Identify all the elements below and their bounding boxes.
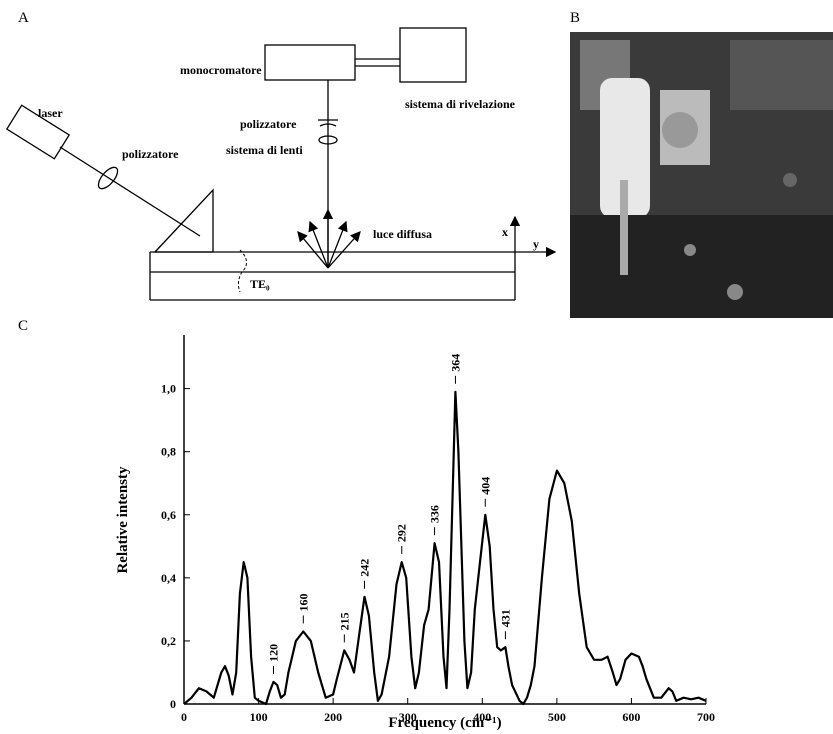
x-tick-label: 100: [250, 710, 268, 724]
diagram-label: sistema di lenti: [226, 143, 303, 157]
panel-label: A: [18, 10, 29, 26]
peak-label: 336: [428, 505, 442, 523]
panel-label: B: [570, 10, 580, 26]
setup-diagram: laser polizzatore monocromatore sistema …: [5, 27, 557, 301]
diagram-label: y: [533, 237, 539, 251]
diagram-label: TE₀: [250, 277, 270, 291]
y-tick-label: 0: [170, 697, 176, 711]
peak-label: 215: [337, 612, 351, 630]
x-tick-label: 600: [622, 710, 640, 724]
polarizer: [97, 166, 119, 190]
peak-label: 292: [395, 524, 409, 542]
prism: [153, 188, 214, 253]
peak-label: 404: [478, 477, 492, 495]
y-tick-label: 0,2: [161, 634, 176, 648]
diagram-label: polizzatore: [122, 147, 179, 161]
y-tick-label: 0,6: [161, 508, 176, 522]
diagram-label: monocromatore: [180, 63, 262, 77]
peak-label: 160: [296, 593, 310, 611]
y-tick-label: 1,0: [161, 382, 176, 396]
diagram-label: polizzatore: [240, 117, 297, 131]
x-tick-label: 0: [181, 710, 187, 724]
y-tick-label: 0,4: [161, 571, 176, 585]
photo: [570, 32, 833, 318]
y-tick-label: 0,8: [161, 445, 176, 459]
x-tick-label: 500: [548, 710, 566, 724]
x-tick-label: 200: [324, 710, 342, 724]
y-axis-title: Relative intensty: [115, 466, 131, 574]
x-tick-label: 700: [697, 710, 715, 724]
peak-label: 364: [448, 354, 462, 372]
monochromator-box: [264, 44, 356, 81]
beam: [59, 146, 201, 237]
panel-label: C: [18, 318, 28, 334]
x-axis-title: Frequency (cm⁻¹): [388, 715, 501, 731]
peak-label: 242: [357, 559, 371, 577]
laser-box: [5, 104, 71, 160]
diagram-label: laser: [38, 106, 63, 120]
peak-label: 120: [266, 644, 280, 662]
diagram-label: sistema di rivelazione: [405, 97, 516, 111]
polarizer-symbol: [318, 119, 338, 127]
diagram-label: luce diffusa: [373, 227, 432, 241]
spectrum-line: [183, 390, 707, 706]
x-tick-label: 400: [473, 710, 491, 724]
x-tick-label: 300: [399, 710, 417, 724]
detector-box: [399, 27, 467, 83]
mode-profile: [237, 249, 247, 293]
diagram-label: x: [502, 225, 508, 239]
lens: [318, 135, 338, 145]
peak-label: 431: [498, 609, 512, 627]
scatter-arrows: [297, 208, 361, 269]
spectrum-chart: 0 100 200 300 400 500 600 700 0 0,2 0,4 0,6 0,8 1,0 12…: [161, 335, 715, 724]
